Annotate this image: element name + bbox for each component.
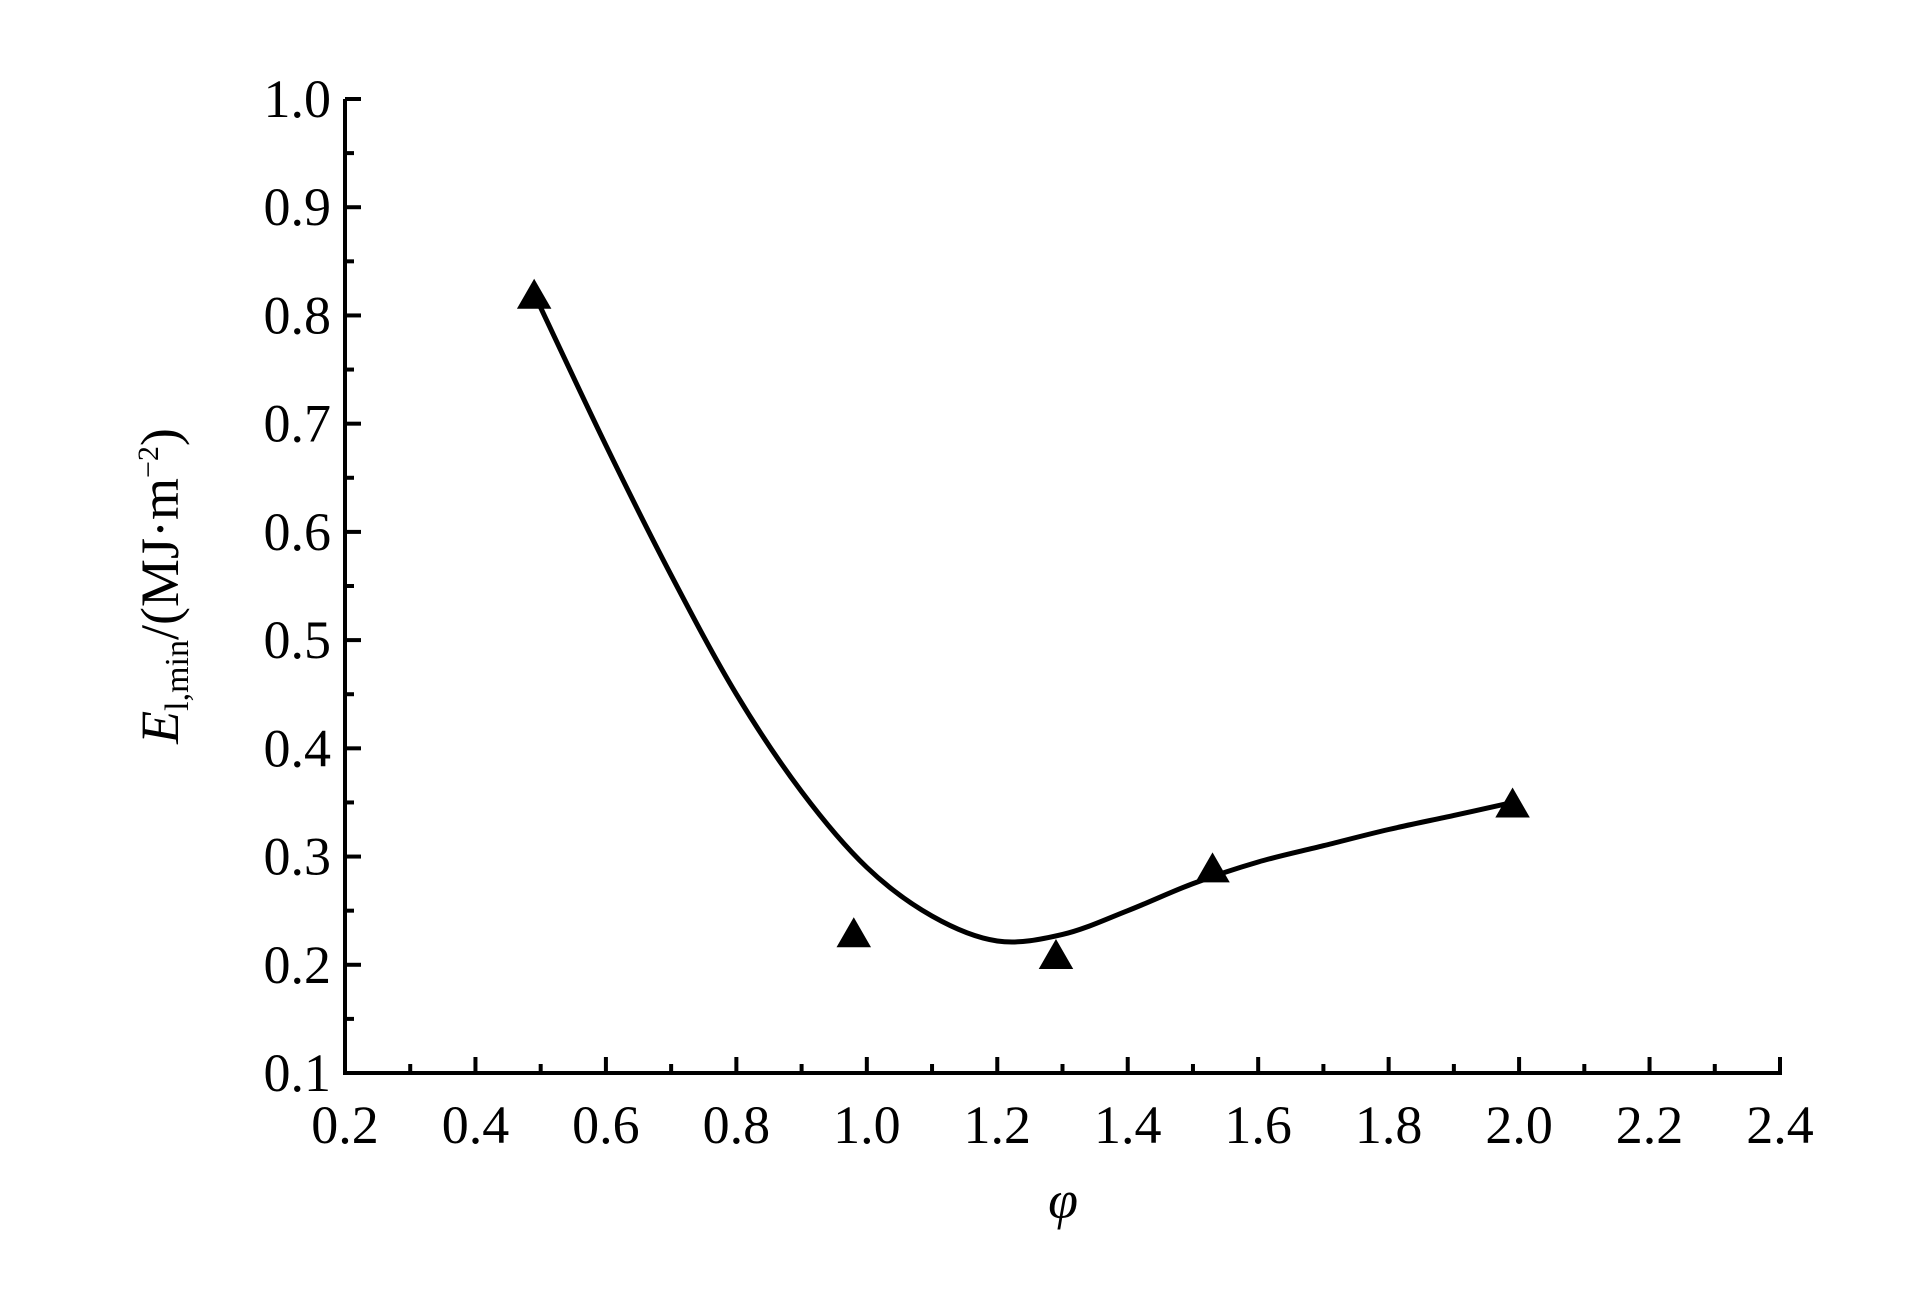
y-label-part: ) (130, 428, 190, 446)
x-tick-label: 0.8 (703, 1095, 771, 1155)
x-tick-label: 2.4 (1746, 1095, 1814, 1155)
y-label-part: E (130, 711, 190, 745)
x-tick-label: 1.0 (833, 1095, 901, 1155)
y-tick-label: 0.3 (264, 827, 332, 887)
y-tick-label: 0.6 (264, 502, 332, 562)
y-tick-label: 0.7 (264, 394, 332, 454)
y-tick-label: 1.0 (264, 69, 332, 129)
y-tick-label: 0.1 (264, 1043, 332, 1103)
x-tick-label: 1.8 (1355, 1095, 1423, 1155)
x-tick-label: 1.2 (964, 1095, 1032, 1155)
x-tick-label: 0.2 (311, 1095, 379, 1155)
x-tick-label: 1.4 (1094, 1095, 1162, 1155)
y-label-part: /(MJ·m (130, 478, 190, 640)
x-tick-label: 0.4 (442, 1095, 510, 1155)
y-axis-label: El,min/(MJ·m−2) (130, 428, 196, 745)
x-tick-label: 1.6 (1224, 1095, 1292, 1155)
x-tick-label: 2.2 (1616, 1095, 1684, 1155)
y-tick-label: 0.9 (264, 177, 332, 237)
x-tick-label: 0.6 (572, 1095, 640, 1155)
data-point (836, 917, 872, 948)
x-axis-label: φ (1048, 1170, 1078, 1230)
y-label-part: −2 (132, 446, 165, 478)
x-tick-label: 2.0 (1485, 1095, 1553, 1155)
y-tick-label: 0.5 (264, 610, 332, 670)
y-tick-label: 0.4 (264, 718, 332, 778)
y-label-part: l,min (159, 640, 196, 711)
data-point (1038, 938, 1074, 969)
y-tick-label: 0.2 (264, 935, 332, 995)
fit-curve (531, 292, 1514, 945)
y-tick-label: 0.8 (264, 285, 332, 345)
